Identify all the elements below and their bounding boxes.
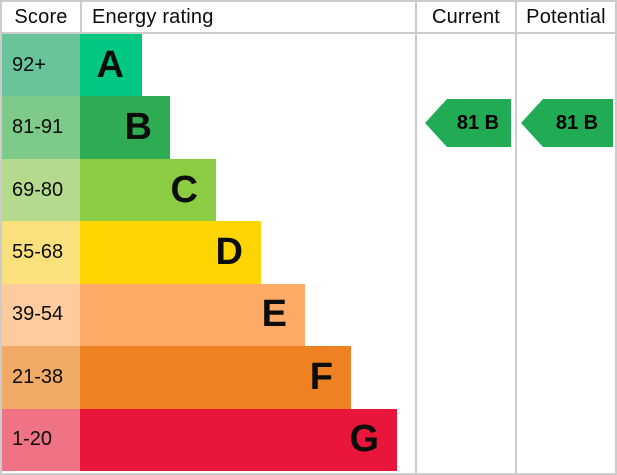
score-range-d: 55-68 (2, 221, 80, 284)
rating-row-d: 55-68 D (2, 221, 397, 284)
rating-row-f: 21-38 F (2, 346, 397, 409)
current-rating-arrow: 81 B (425, 99, 511, 147)
score-column-header: Score (14, 5, 68, 28)
rating-row-g: 1-20 G (2, 408, 397, 471)
score-range-f: 21-38 (2, 346, 80, 409)
potential-rating-arrow: 81 B (521, 99, 613, 147)
header-divider-line (2, 32, 615, 34)
score-header-divider (80, 2, 82, 34)
rating-row-a: 92+ A (2, 34, 397, 97)
score-range-b: 81-91 (2, 96, 80, 159)
rating-bar-f: F (80, 346, 351, 409)
rating-row-b: 81-91 B (2, 96, 397, 159)
score-range-a: 92+ (2, 34, 80, 97)
rating-bar-d: D (80, 221, 261, 284)
potential-column-header: Potential (526, 5, 606, 28)
rating-row-e: 39-54 E (2, 283, 397, 347)
current-column-divider (415, 2, 417, 473)
score-range-c: 69-80 (2, 158, 80, 222)
rating-bar-b: B (80, 96, 170, 159)
current-rating-value: 81 B (456, 111, 500, 134)
rating-band-rows: 92+ A 81-91 B 69-80 C 55-68 D 39-54 E 21… (2, 34, 397, 471)
rating-bar-c: C (80, 158, 216, 222)
potential-rating-value: 81 B (555, 111, 599, 134)
rating-bar-g: G (80, 408, 397, 471)
score-range-e: 39-54 (2, 283, 80, 347)
energy-rating-column-header: Energy rating (92, 5, 214, 28)
current-column-header: Current (431, 5, 501, 28)
rating-bar-a: A (80, 34, 142, 97)
rating-row-c: 69-80 C (2, 158, 397, 222)
score-range-g: 1-20 (2, 408, 80, 471)
potential-column-divider (515, 2, 517, 473)
rating-bar-e: E (80, 283, 305, 347)
